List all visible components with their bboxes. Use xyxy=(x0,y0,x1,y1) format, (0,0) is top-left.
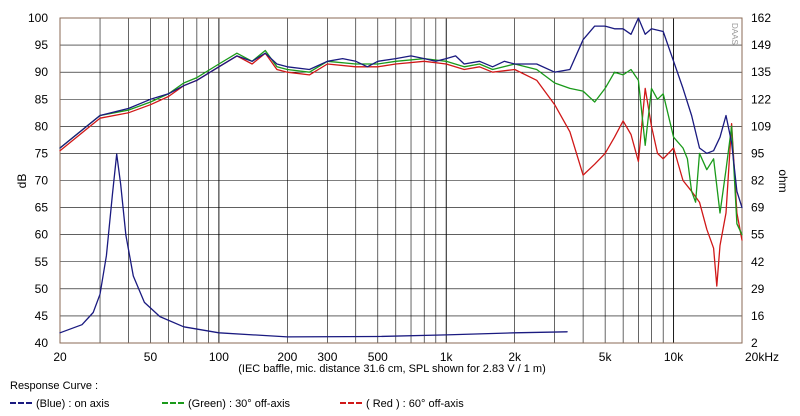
x-tick-label: 5k xyxy=(599,350,613,364)
daas-watermark: DAAS xyxy=(730,23,739,45)
legend-label-on-axis: (Blue) : on axis xyxy=(36,398,110,410)
y-right-tick-label: 82 xyxy=(751,174,765,188)
y-left-tick-label: 100 xyxy=(28,11,48,25)
y-left-tick-label: 80 xyxy=(35,119,49,133)
y-right-tick-label: 109 xyxy=(751,119,771,133)
legend-label-60-off-axis: ( Red ) : 60° off-axis xyxy=(366,398,464,410)
y-right-tick-label: 55 xyxy=(751,228,765,242)
x-axis-caption: (IEC baffle, mic. distance 31.6 cm, SPL … xyxy=(238,363,546,375)
y-axis-left-label: dB xyxy=(15,174,29,189)
x-tick-label: 50 xyxy=(144,350,158,364)
legend-swatch-red xyxy=(340,402,362,405)
y-left-tick-label: 70 xyxy=(35,174,49,188)
chart-series xyxy=(59,17,743,338)
plot-frame xyxy=(59,17,743,344)
frequency-response-chart: 20 50 100 200 300 500 1k 2k 5k 10k 20kHz 40 45 50 55 60… xyxy=(15,11,790,375)
y-right-tick-label: 42 xyxy=(751,255,765,269)
series-line-on-axis xyxy=(59,17,743,209)
y-right-tick-label: 135 xyxy=(751,65,771,79)
x-tick-label: 200 xyxy=(277,350,297,364)
y-right-tick-label: 16 xyxy=(751,309,765,323)
x-tick-label: 2k xyxy=(508,350,522,364)
y-left-tick-label: 75 xyxy=(35,146,49,160)
y-right-tick-label: 122 xyxy=(751,92,771,106)
x-tick-label: 20kHz xyxy=(745,350,779,364)
legend: Response Curve : (Blue) : on axis (Green… xyxy=(0,376,800,416)
y-right-tick-label: 29 xyxy=(751,282,765,296)
x-tick-label: 10k xyxy=(664,350,684,364)
y-right-tick-label: 95 xyxy=(751,146,765,160)
chart-tick-labels: 20 50 100 200 300 500 1k 2k 5k 10k 20kHz 40 45 50 55 60… xyxy=(28,11,779,364)
legend-swatch-blue xyxy=(10,402,32,405)
x-tick-label: 500 xyxy=(368,350,388,364)
y-left-tick-label: 45 xyxy=(35,309,49,323)
x-tick-label: 1k xyxy=(440,350,454,364)
y-left-tick-label: 90 xyxy=(35,65,49,79)
y-left-tick-label: 60 xyxy=(35,228,49,242)
y-left-tick-label: 65 xyxy=(35,201,49,215)
series-line-off30 xyxy=(59,49,743,236)
y-left-tick-label: 85 xyxy=(35,92,49,106)
y-left-tick-label: 40 xyxy=(35,336,49,350)
x-tick-label: 20 xyxy=(53,350,67,364)
legend-title: Response Curve : xyxy=(10,380,99,392)
y-right-tick-label: 69 xyxy=(751,201,765,215)
series-line-impedance xyxy=(59,153,568,338)
legend-swatch-green xyxy=(162,402,184,405)
y-left-tick-label: 95 xyxy=(35,38,49,52)
legend-item-on-axis: (Blue) : on axis xyxy=(10,398,109,410)
x-tick-label: 300 xyxy=(317,350,337,364)
y-left-tick-label: 55 xyxy=(35,255,49,269)
y-right-tick-label: 149 xyxy=(751,38,771,52)
legend-item-30-off-axis: (Green) : 30° off-axis xyxy=(162,398,290,410)
y-right-tick-label: 162 xyxy=(751,11,771,25)
chart-grid xyxy=(59,17,743,344)
y-right-tick-label: 2 xyxy=(751,336,758,350)
y-left-tick-label: 50 xyxy=(35,282,49,296)
legend-item-60-off-axis: ( Red ) : 60° off-axis xyxy=(340,398,464,410)
x-tick-label: 100 xyxy=(209,350,229,364)
legend-label-30-off-axis: (Green) : 30° off-axis xyxy=(188,398,291,410)
y-axis-right-label: ohm xyxy=(776,169,790,192)
